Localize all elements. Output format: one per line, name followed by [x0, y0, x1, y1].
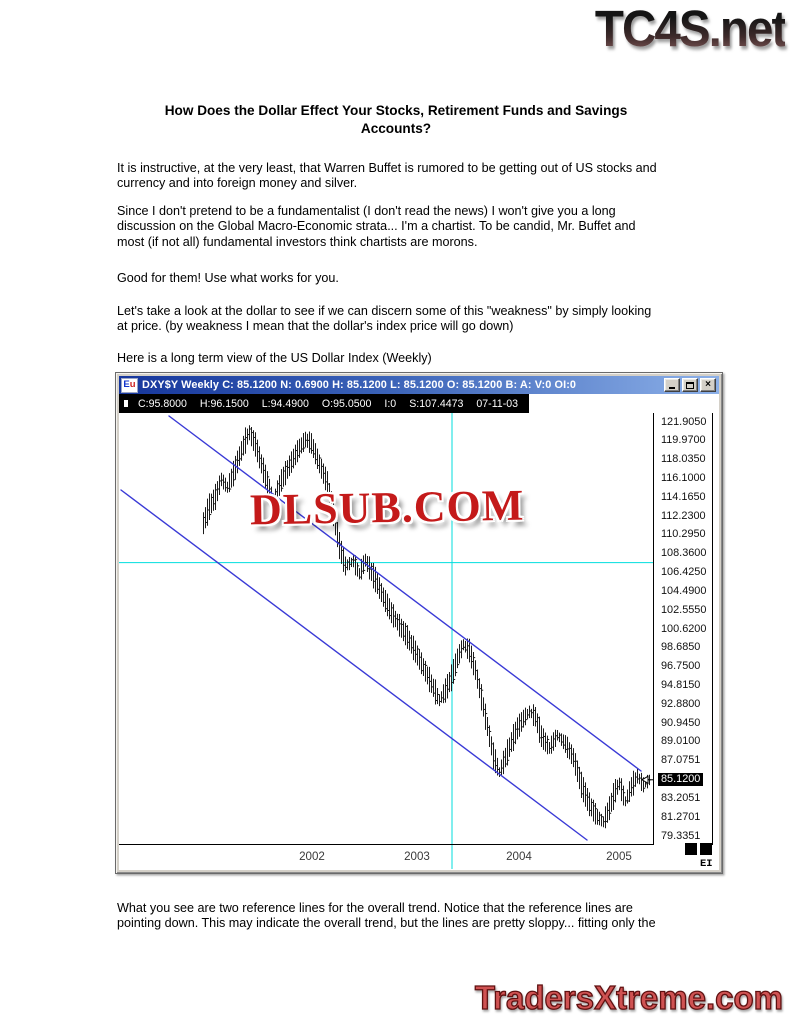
- ohlc-value: 07-11-03: [476, 397, 519, 410]
- corner-black-square[interactable]: [700, 843, 712, 855]
- window-title: DXY$Y Weekly C: 85.1200 N: 0.6900 H: 85.…: [142, 379, 577, 391]
- price-axis-label: 112.2300: [661, 509, 706, 522]
- chart-window-body: Eu DXY$Y Weekly C: 85.1200 N: 0.6900 H: …: [119, 376, 719, 870]
- dlsub-watermark: DLSUB.COM: [249, 480, 525, 535]
- close-icon: ×: [705, 379, 711, 390]
- price-axis-label: 94.8150: [661, 678, 701, 691]
- price-axis-label: 104.4900: [661, 584, 707, 597]
- chart-window: Eu DXY$Y Weekly C: 85.1200 N: 0.6900 H: …: [115, 372, 723, 874]
- cursor-marker: [124, 400, 128, 407]
- price-axis: 121.9050 119.9700 118.0350 116.1000 114.1650…: [657, 413, 713, 845]
- price-axis-label: 114.1650: [661, 490, 706, 503]
- price-axis-label: 106.4250: [661, 566, 707, 579]
- reference-trendline[interactable]: [120, 489, 588, 841]
- reference-trendline[interactable]: [168, 415, 642, 772]
- paragraph: Good for them! Use what works for you.: [117, 270, 339, 285]
- price-axis-label: 110.2950: [661, 528, 706, 541]
- price-axis-label: 81.2701: [661, 810, 701, 823]
- price-axis-label: 90.9450: [661, 716, 701, 729]
- maximize-icon: [686, 382, 694, 389]
- paragraph: Let's take a look at the dollar to see i…: [117, 303, 652, 334]
- price-axis-label: 92.8800: [661, 697, 701, 710]
- ohlc-value: I:0: [384, 397, 397, 410]
- page-title: How Does the Dollar Effect Your Stocks, …: [164, 103, 628, 137]
- price-axis-label: 108.3600: [661, 547, 707, 560]
- last-price-arrowhead: [641, 775, 649, 785]
- maximize-button[interactable]: [682, 378, 698, 392]
- minimize-icon: [669, 387, 675, 389]
- close-button[interactable]: ×: [700, 378, 716, 392]
- price-axis-label: 121.9050: [661, 415, 707, 428]
- year-label: 2002: [299, 850, 325, 863]
- year-label: 2005: [606, 850, 632, 863]
- price-axis-right-border: [712, 413, 713, 845]
- site-logo-tc4s[interactable]: TC4S.net: [594, 1, 787, 58]
- time-axis: 2002 2003 2004 2005: [119, 847, 659, 869]
- paragraph: What you see are two reference lines for…: [117, 900, 656, 931]
- ohlc-values: C:95.8000 H:96.1500 L:94.4900 O:95.0500 I:0 S…: [138, 398, 531, 410]
- paragraph: Since I don't pretend to be a fundamenta…: [117, 203, 636, 249]
- paragraph: It is instructive, at the very least, th…: [117, 160, 657, 191]
- paragraph: Here is a long term view of the US Dolla…: [117, 350, 432, 365]
- year-label: 2004: [506, 850, 532, 863]
- ohlc-value: C:95.8000: [138, 397, 187, 410]
- price-axis-label: 98.6850: [661, 641, 701, 654]
- ohlc-value: O:95.0500: [321, 397, 372, 410]
- ohlc-value: L:94.4900: [261, 397, 309, 410]
- price-axis-label: 96.7500: [661, 660, 701, 673]
- price-axis-label: 79.3351: [661, 829, 701, 842]
- ohlc-data-bar: C:95.8000 H:96.1500 L:94.4900 O:95.0500 I:0 S…: [119, 394, 529, 413]
- corner-indicator-squares[interactable]: [685, 843, 712, 855]
- price-axis-label: 100.6200: [661, 622, 707, 635]
- price-axis-label: 116.1000: [661, 471, 706, 484]
- telechart-app-icon: Eu: [121, 377, 138, 393]
- site-logo-tradersxtreme[interactable]: TradersXtreme.com: [474, 978, 783, 1016]
- price-axis-label: 119.9700: [661, 434, 706, 447]
- price-axis-label: 102.5550: [661, 603, 707, 616]
- year-label: 2003: [404, 850, 430, 863]
- price-plot[interactable]: [119, 413, 654, 869]
- minimize-button[interactable]: [664, 378, 680, 392]
- price-axis-label: 89.0100: [661, 735, 701, 748]
- price-axis-label: 118.0350: [661, 453, 706, 466]
- corner-black-square[interactable]: [685, 843, 697, 855]
- ohlc-value: H:96.1500: [199, 397, 249, 410]
- price-axis-label: 83.2051: [661, 791, 701, 804]
- corner-ei-label: EI: [700, 858, 713, 870]
- ohlc-value: S:107.4473: [409, 397, 464, 410]
- window-titlebar[interactable]: Eu DXY$Y Weekly C: 85.1200 N: 0.6900 H: …: [119, 376, 719, 394]
- last-price-label: 85.1200: [658, 773, 704, 787]
- price-axis-label: 87.0751: [661, 754, 701, 767]
